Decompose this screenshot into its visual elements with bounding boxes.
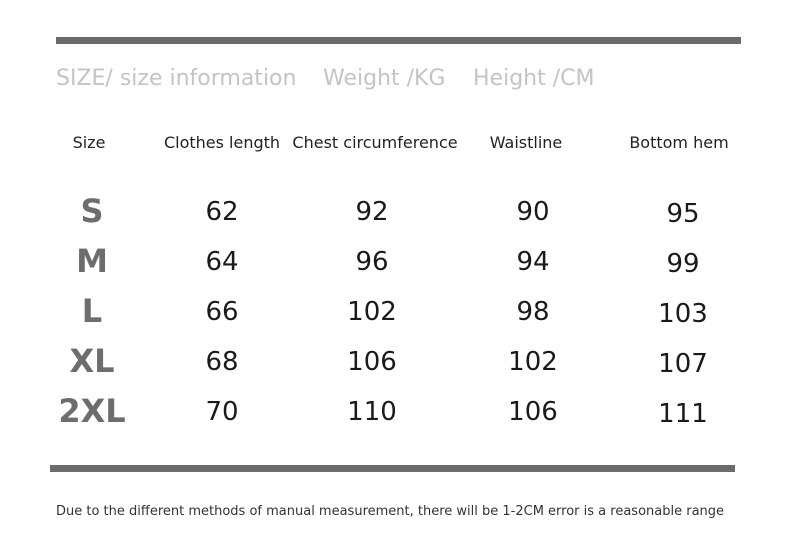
size-label: S [80,192,104,230]
subheading-weight: Weight /KG [323,66,446,91]
header-chest-circumference: Chest circumference [292,133,458,152]
bottom-hem-value: 107 [658,349,708,379]
subheading-height: Height /CM [473,66,595,91]
header-size: Size [72,133,106,152]
clothes-length-value: 62 [205,197,239,227]
waistline-value: 102 [508,347,558,377]
header-waistline: Waistline [489,133,563,152]
bottom-hem-value: 111 [658,399,708,429]
waistline-value: 90 [516,197,550,227]
size-label: L [81,292,103,330]
measurement-note: Due to the different methods of manual m… [55,504,725,519]
chest-value: 96 [355,247,389,277]
chest-value: 92 [355,197,389,227]
clothes-length-value: 64 [205,247,239,277]
subheading-size-info: SIZE/ size information [56,66,297,91]
header-bottom-hem: Bottom hem [629,133,729,152]
size-label: 2XL [58,392,126,430]
bottom-hem-value: 95 [666,199,700,229]
waistline-value: 106 [508,397,558,427]
size-label: M [76,242,108,280]
bottom-hem-value: 103 [658,299,708,329]
clothes-length-value: 68 [205,347,239,377]
waistline-value: 94 [516,247,550,277]
clothes-length-value: 70 [205,397,239,427]
top-divider [56,37,741,44]
clothes-length-value: 66 [205,297,239,327]
size-label: XL [69,342,115,380]
bottom-divider [50,465,735,472]
chest-value: 110 [347,397,397,427]
waistline-value: 98 [516,297,550,327]
chest-value: 102 [347,297,397,327]
header-clothes-length: Clothes length [163,133,281,152]
bottom-hem-value: 99 [666,249,700,279]
chest-value: 106 [347,347,397,377]
